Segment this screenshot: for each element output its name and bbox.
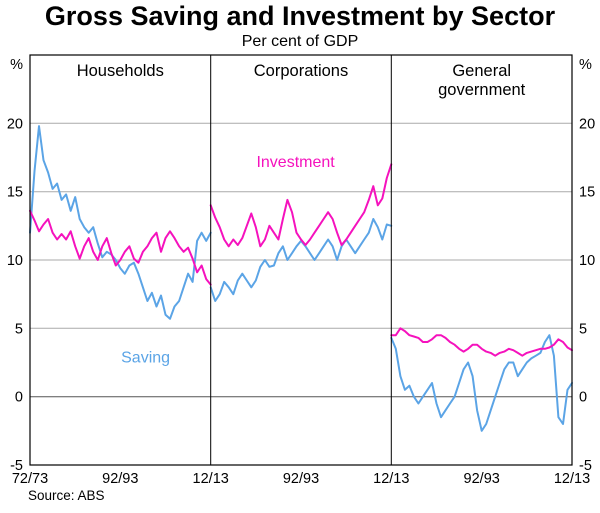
panel-corporations: Corporations 92/93 12/13 [209,62,409,487]
chart-title: Gross Saving and Investment by Sector [44,1,556,31]
unit-label-left: % [10,57,23,73]
chart-subtitle: Per cent of GDP [241,33,359,50]
x-tick-label-households: 12/13 [193,471,229,487]
x-tick-label-households: 72/73 [12,471,48,487]
panel-title-households: Households [77,62,164,80]
series-label-investment: Investment [256,154,335,171]
panel-title-corporations: Corporations [254,62,348,80]
panel-title-general-government: General [452,62,511,80]
corporations-investment-line [209,163,393,248]
y-tick-left: 15 [7,185,23,201]
y-tick-right: 20 [579,116,595,132]
general-government-investment-line [390,327,573,357]
y-tick-left: 5 [15,321,23,337]
panel-households: Households 72/73 92/93 12/13 [12,62,229,487]
y-tick-right: 15 [579,185,595,201]
y-tick-right: 5 [579,321,587,337]
x-tick-label-general-government: 92/93 [464,471,500,487]
y-tick-right: -5 [579,458,592,474]
source-note: Source: ABS [28,488,105,503]
series-label-saving: Saving [121,350,170,367]
panel-title-general-government: government [438,81,526,99]
plot-frame [29,54,573,466]
x-tick-label-corporations: 12/13 [373,471,409,487]
y-tick-left: 10 [7,253,23,269]
households-investment-line [29,209,212,286]
y-tick-left: 0 [15,390,23,406]
unit-label-right: % [579,57,592,73]
households-saving-line [29,125,212,320]
y-tick-right: 10 [579,253,595,269]
y-tick-left: 20 [7,116,23,132]
x-tick-label-general-government: 12/13 [554,471,590,487]
x-tick-label-corporations: 92/93 [283,471,319,487]
x-tick-label-households: 92/93 [102,471,138,487]
y-tick-left: -5 [10,458,23,474]
y-tick-right: 0 [579,390,587,406]
